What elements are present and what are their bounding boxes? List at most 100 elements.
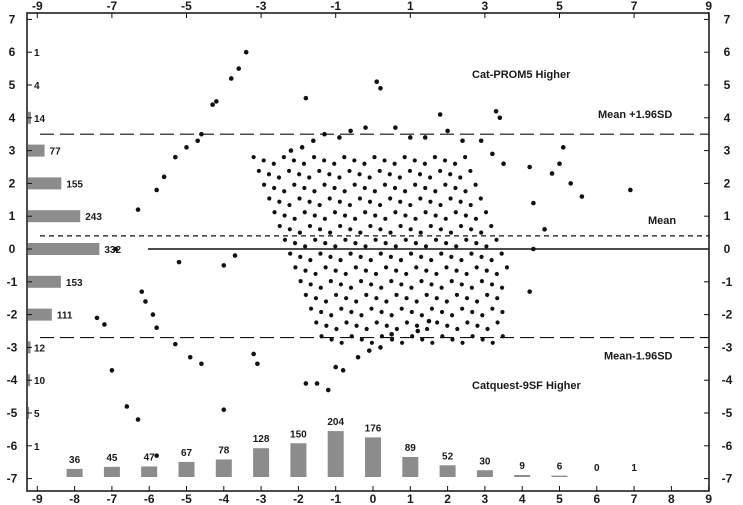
data-point	[433, 237, 439, 242]
data-point	[369, 282, 374, 287]
data-point	[281, 155, 286, 160]
data-point	[468, 227, 474, 232]
data-point	[135, 207, 141, 212]
data-point	[383, 265, 389, 270]
left-histogram-bar	[28, 210, 81, 223]
data-point	[311, 155, 317, 160]
data-point	[485, 292, 490, 298]
data-point	[475, 323, 480, 328]
left-tick-label: 1	[9, 209, 16, 223]
data-point	[417, 172, 423, 177]
bottom-histogram-bar	[66, 468, 83, 477]
data-point	[243, 49, 249, 55]
data-point	[353, 240, 358, 246]
data-point	[282, 213, 287, 218]
left-histogram-count: 5	[34, 409, 40, 420]
bottom-tick-label: -8	[69, 492, 80, 505]
data-point	[367, 175, 372, 180]
left-histogram-count: 4	[34, 81, 40, 92]
bottom-histogram-bar	[551, 475, 568, 477]
data-point	[348, 227, 353, 232]
data-point	[444, 240, 449, 246]
right-tick-label: 0	[724, 242, 731, 256]
data-point	[394, 326, 399, 332]
bottom-histogram-bar	[141, 466, 158, 477]
data-point	[458, 175, 463, 180]
data-point	[382, 182, 388, 187]
data-point	[387, 172, 392, 177]
data-point	[448, 172, 453, 177]
data-point	[404, 296, 409, 301]
data-point	[228, 76, 234, 81]
data-point	[415, 328, 421, 334]
data-point	[398, 258, 404, 263]
data-point	[318, 285, 323, 290]
left-histogram-count: 10	[34, 376, 46, 387]
data-point	[428, 199, 433, 204]
data-point	[362, 161, 367, 166]
data-point	[418, 196, 423, 201]
data-point	[377, 202, 383, 208]
data-point	[378, 227, 383, 232]
left-tick-label: -4	[7, 373, 18, 387]
data-point	[463, 213, 468, 218]
data-point	[460, 306, 465, 311]
data-point	[358, 230, 363, 235]
data-point	[332, 210, 338, 215]
data-point	[352, 158, 357, 163]
data-point	[410, 334, 415, 339]
data-point	[363, 268, 369, 273]
data-point	[409, 309, 414, 315]
data-point	[433, 213, 438, 218]
right-tick-label: -3	[722, 340, 733, 354]
data-point	[442, 158, 448, 163]
data-point	[465, 320, 470, 325]
data-point	[323, 240, 328, 246]
data-point	[277, 199, 282, 204]
data-point	[184, 145, 189, 150]
bottom-histogram-count: 36	[69, 455, 81, 466]
data-point	[531, 246, 536, 252]
data-point	[445, 323, 450, 328]
data-point	[255, 361, 260, 367]
data-point	[429, 282, 434, 287]
data-point	[464, 271, 469, 277]
bottom-tick-label: -3	[256, 492, 267, 505]
bottom-tick-label: 1	[407, 492, 414, 505]
data-point	[293, 265, 298, 270]
left-tick-label: -7	[7, 472, 18, 486]
data-point	[494, 237, 499, 242]
data-point	[424, 268, 429, 273]
left-tick-label: 5	[9, 78, 16, 92]
data-point	[348, 285, 354, 290]
data-point	[389, 331, 394, 337]
data-point	[493, 108, 499, 114]
data-point	[327, 196, 332, 201]
tick-labels: -9 -7 -5 -3 -1 1 3 5 7 9-9 -8 -7 -6 -5 -4 -3 -2 -1 0 1 2 3 4 5 6…	[7, 0, 733, 505]
data-point	[389, 279, 394, 284]
top-tick-label: -7	[107, 0, 118, 13]
bottom-histogram-count: 0	[594, 463, 600, 474]
data-point	[479, 230, 484, 235]
data-point	[414, 299, 419, 304]
data-point	[497, 115, 503, 121]
data-point	[299, 145, 305, 150]
data-point	[150, 312, 156, 317]
data-point	[221, 407, 227, 413]
data-point	[378, 345, 383, 350]
lower-limit-label: Mean-1.96SD	[604, 351, 673, 363]
left-tick-label: 3	[9, 144, 16, 158]
bottom-histogram-count: 176	[365, 423, 382, 434]
data-point	[368, 223, 373, 229]
data-point	[362, 185, 367, 191]
data-point	[347, 202, 352, 208]
data-point	[267, 196, 272, 201]
data-point	[161, 174, 167, 180]
data-point	[323, 299, 329, 304]
data-point	[154, 325, 159, 331]
data-point	[277, 223, 282, 229]
data-point	[568, 181, 573, 186]
bottom-histogram-count: 128	[253, 434, 270, 445]
data-point	[282, 237, 288, 242]
